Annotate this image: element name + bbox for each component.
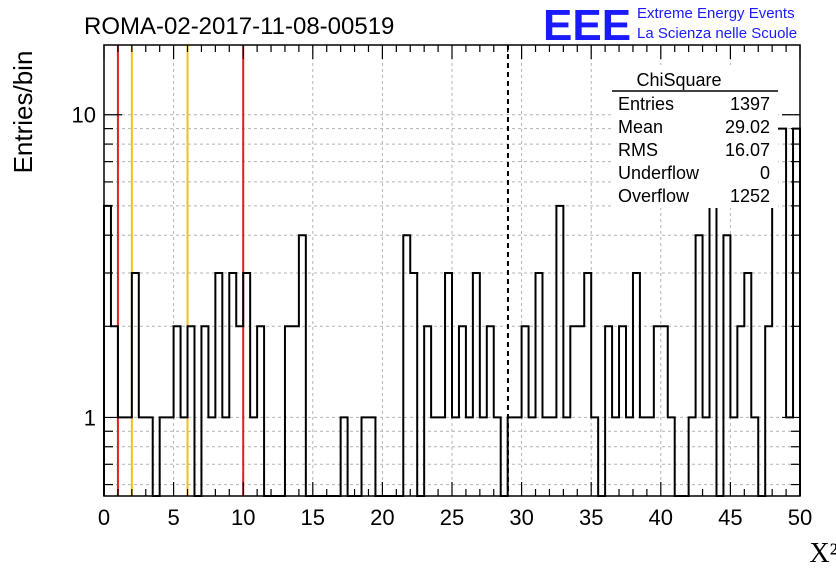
x-tick-label: 30 bbox=[509, 505, 533, 530]
stats-box: ChiSquare Entries 1397 Mean 29.02 RMS 16.07 Un… bbox=[612, 65, 778, 208]
logo-line2: La Scienza nelle Scuole bbox=[637, 25, 797, 42]
x-tick-label: 5 bbox=[167, 505, 179, 530]
x-tick-label: 0 bbox=[98, 505, 110, 530]
x-tick-label: 20 bbox=[370, 505, 394, 530]
stats-row-value: 16.07 bbox=[725, 140, 770, 160]
x-tick-label: 15 bbox=[301, 505, 325, 530]
y-tick-label: 10 bbox=[72, 103, 96, 128]
x-tick-label: 40 bbox=[649, 505, 673, 530]
x-tick-label: 50 bbox=[788, 505, 812, 530]
axes bbox=[103, 44, 801, 497]
stats-row-label: Entries bbox=[618, 94, 674, 114]
eee-logo: EEE Extreme Energy Events La Scienza nel… bbox=[543, 1, 797, 50]
x-tick-label: 45 bbox=[718, 505, 742, 530]
stats-row-value: 0 bbox=[760, 163, 770, 183]
y-tick-label: 1 bbox=[84, 405, 96, 430]
stats-row-value: 1397 bbox=[730, 94, 770, 114]
stats-row-label: Underflow bbox=[618, 163, 700, 183]
stats-box-background bbox=[612, 65, 778, 208]
stats-box-title: ChiSquare bbox=[636, 70, 721, 90]
x-tick-label: 10 bbox=[231, 505, 255, 530]
reference-lines bbox=[116, 45, 509, 496]
stats-row-value: 1252 bbox=[730, 186, 770, 206]
x-tick-label: 35 bbox=[579, 505, 603, 530]
logo-line1: Extreme Energy Events bbox=[637, 5, 795, 22]
stats-row-label: Overflow bbox=[618, 186, 690, 206]
y-tick-labels: 1 10 bbox=[72, 103, 96, 431]
stats-row-label: RMS bbox=[618, 140, 658, 160]
stats-row-value: 29.02 bbox=[725, 117, 770, 137]
x-tick-labels: 0 5 10 15 20 25 30 35 40 45 50 bbox=[98, 505, 812, 530]
y-axis-label: Entries/bin bbox=[8, 51, 38, 174]
chart-title: ROMA-02-2017-11-08-00519 bbox=[84, 13, 394, 40]
logo-mark: EEE bbox=[543, 1, 631, 50]
x-axis-label: X² bbox=[809, 538, 836, 569]
x-tick-label: 25 bbox=[440, 505, 464, 530]
stats-row-label: Mean bbox=[618, 117, 663, 137]
histogram-line bbox=[103, 127, 801, 497]
